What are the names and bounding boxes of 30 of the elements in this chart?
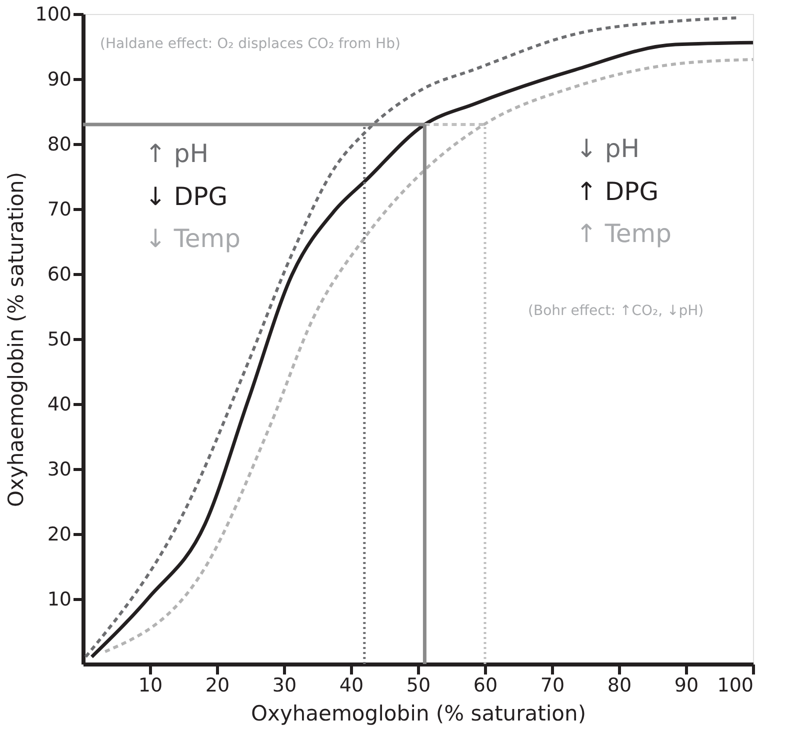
y-tick-label: 90 — [47, 68, 72, 90]
x-tick-label: 100 — [717, 674, 754, 696]
x-axis-title: Oxyhaemoglobin (% saturation) — [250, 702, 586, 726]
x-tick-label: 80 — [607, 674, 632, 696]
y-tick-label: 20 — [47, 524, 72, 546]
y-tick-label: 10 — [47, 588, 72, 610]
annotation: ↑ DPG — [576, 177, 659, 206]
y-tick-label: 60 — [47, 264, 72, 286]
x-tick-label: 10 — [138, 674, 163, 696]
annotation: ↓ DPG — [145, 182, 228, 211]
x-tick-label: 70 — [540, 674, 565, 696]
y-tick-label: 50 — [47, 328, 72, 350]
y-tick-label: 30 — [47, 458, 72, 480]
x-tick-label: 30 — [272, 674, 297, 696]
annotation: ↓ pH — [576, 134, 640, 163]
annotation: ↑ Temp — [576, 219, 672, 248]
x-tick-label: 50 — [406, 674, 431, 696]
annotation: ↑ pH — [145, 139, 209, 168]
y-tick-label: 40 — [47, 394, 72, 416]
y-tick-label: 70 — [47, 198, 72, 220]
x-tick-label: 40 — [339, 674, 364, 696]
x-tick-label: 90 — [674, 674, 699, 696]
annotation: (Haldane effect: O₂ displaces CO₂ from Hb) — [100, 36, 400, 52]
x-tick-label: 60 — [473, 674, 498, 696]
y-tick-label: 80 — [47, 134, 72, 156]
annotation: (Bohr effect: ↑CO₂, ↓pH) — [528, 303, 704, 319]
annotation: ↓ Temp — [145, 224, 241, 253]
y-tick-label: 100 — [35, 4, 72, 26]
y-axis-title: Oxyhaemoglobin (% saturation) — [4, 172, 28, 508]
x-tick-label: 20 — [205, 674, 230, 696]
